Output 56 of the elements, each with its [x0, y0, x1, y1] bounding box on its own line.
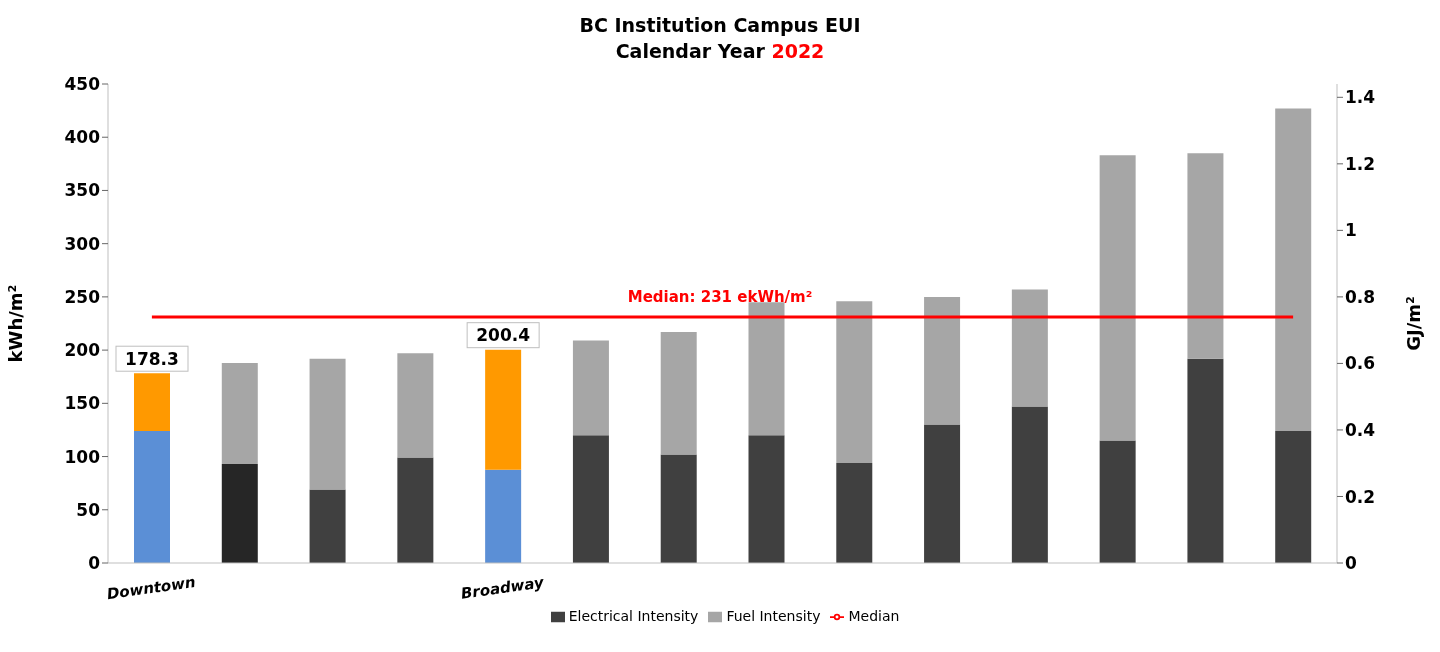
y-axis-title: kWh/m² — [5, 284, 27, 363]
bar — [924, 296, 961, 425]
bar — [1187, 153, 1224, 359]
bar — [397, 457, 434, 563]
bar — [221, 464, 258, 563]
bar — [1275, 108, 1312, 432]
legend-label: Median — [848, 608, 900, 624]
y-tick-label: 0 — [88, 553, 101, 574]
y-tick-label: 300 — [64, 233, 101, 254]
y2-tick-label: 0 — [1345, 553, 1357, 574]
bar — [1099, 155, 1136, 441]
bar — [397, 353, 434, 458]
bar — [748, 435, 785, 563]
bar — [836, 301, 873, 463]
y2-tick-label: 1 — [1345, 220, 1357, 241]
y-tick-label: 150 — [64, 393, 101, 414]
y-tick-label: 250 — [64, 286, 101, 307]
y-tick-label: 450 — [64, 74, 101, 95]
bar — [572, 435, 609, 563]
x-tick-label: Broadway — [459, 573, 547, 603]
bar — [1275, 431, 1312, 563]
annotation: Median: 231 ekWh/m² — [627, 288, 813, 307]
total-label: 178.3 — [125, 348, 179, 369]
bar — [309, 489, 346, 563]
bar — [485, 469, 522, 563]
y-tick-label: 400 — [64, 127, 101, 148]
y-tick-label: 200 — [64, 340, 101, 361]
bar — [134, 431, 170, 563]
bar — [1011, 289, 1048, 407]
y2-tick-label: 0.6 — [1345, 353, 1376, 374]
bar — [572, 340, 609, 436]
bar — [1011, 406, 1048, 563]
y2-tick-label: 0.4 — [1345, 419, 1376, 440]
y2-tick-label: 1.2 — [1345, 153, 1376, 174]
chart-subtitle: Calendar Year 2022 — [614, 39, 826, 64]
total-label: 200.4 — [476, 325, 531, 346]
bar — [1099, 440, 1136, 563]
y2-tick-label: 0.2 — [1345, 486, 1376, 507]
bar — [836, 462, 873, 563]
legend-label: Electrical Intensity — [568, 608, 699, 624]
bar — [1187, 358, 1224, 563]
legend-label: Fuel Intensity — [726, 608, 821, 624]
y2-tick-label: 1.4 — [1345, 87, 1376, 108]
bar — [660, 332, 697, 455]
y2-axis-title: GJ/m² — [1403, 296, 1425, 351]
bar — [748, 302, 785, 436]
x-tick-label: Downtown — [105, 572, 197, 604]
chart-title: BC Institution Campus EUI — [578, 13, 862, 38]
bar — [309, 358, 346, 490]
bar — [924, 424, 961, 563]
bar — [221, 362, 258, 465]
y-tick-label: 350 — [64, 180, 101, 201]
y-tick-label: 100 — [64, 446, 101, 467]
bar — [660, 454, 697, 563]
y-tick-label: 50 — [76, 499, 101, 520]
y2-tick-label: 0.8 — [1345, 286, 1376, 307]
